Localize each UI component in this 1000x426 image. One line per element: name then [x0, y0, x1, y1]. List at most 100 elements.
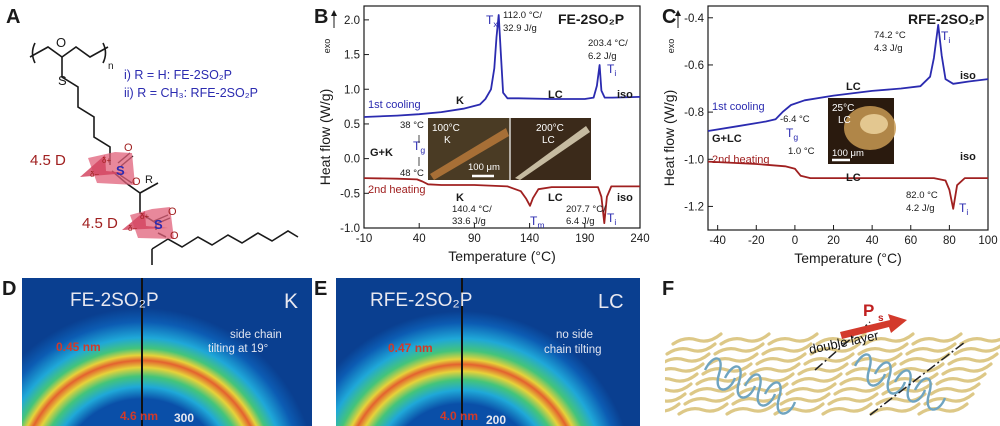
panel-e-d-outer: 0.47 nm [388, 341, 433, 355]
chart-b-ytick-label: -1.0 [340, 223, 360, 235]
side-chain [665, 392, 687, 403]
panel-d-note-1: side chain [230, 329, 282, 341]
chart-b-tm: Tm [530, 214, 545, 230]
side-chain [695, 372, 747, 386]
chart-c-inset-label-2: LC [838, 115, 851, 126]
chart-b-k-top: K [456, 95, 464, 107]
chart-c-ytick-label: -1.2 [684, 201, 704, 213]
panel-letter-b: B [314, 6, 329, 28]
chart-c-xtick-label: 40 [866, 235, 879, 247]
delta-plus-2: δ+ [140, 212, 149, 221]
side-chain [707, 352, 759, 366]
side-chain [665, 352, 711, 364]
chart-b-ytick-label: 1.5 [344, 50, 360, 62]
chart-c-tg-val1: -6.4 °C [780, 114, 810, 125]
panel-d-hkl: 300 [174, 411, 194, 425]
atom-s-thioether: S [58, 73, 67, 88]
panel-letter-c: C [662, 6, 677, 28]
chart-c-xtick-label: 0 [792, 235, 798, 247]
side-chain [959, 337, 1000, 346]
chart-b-ti-top-val2: 6.2 J/g [588, 51, 617, 62]
chart-c-ylabel-exo: exo [666, 39, 676, 54]
panel-e-note-1: no side [556, 329, 593, 341]
side-chain [803, 352, 855, 366]
chart-b-gk: G+K [370, 147, 393, 159]
panel-d-note-2: tilting at 19° [208, 343, 268, 355]
panel-a-structure: O n S S O O R S O O δ+ δ− δ+ δ− 4.5 D 4.… [29, 35, 299, 265]
chart-c-xtick-label: 100 [978, 235, 997, 247]
panel-d-waxs: FE-2SO₂P K side chain tilting at 19° 0.4… [22, 278, 312, 426]
chart-c-title: RFE-2SO₂P [908, 11, 984, 27]
side-chain [665, 372, 699, 383]
side-chain [833, 382, 885, 396]
panel-e-title: RFE-2SO₂P [370, 290, 472, 311]
panel-letter-f: F [662, 278, 675, 300]
chart-b-ytick-label: 0.5 [344, 119, 360, 131]
chart-b-tx-val1: 112.0 °C/ [503, 10, 542, 21]
chart-b-ytick-label: 2.0 [344, 15, 360, 27]
side-chain [935, 372, 987, 386]
chart-b-lc-bot: LC [548, 192, 563, 204]
chart-c: -40 -20 0 20 40 60 80 100 -1.2 -1.0 -0.8 -0.6 -0.4 Te… [661, 5, 998, 266]
chart-b-lc-top: LC [548, 89, 563, 101]
chart-c-ytick-label: -0.4 [684, 13, 704, 25]
chart-b-ti-bot-val2: 6.4 J/g [566, 216, 595, 227]
delta-minus-1: δ− [90, 170, 99, 179]
panel-e-waxs: RFE-2SO₂P LC no side chain tilting 0.47 … [336, 278, 640, 426]
chart-c-inset-highlight [860, 114, 888, 134]
side-chain [767, 332, 819, 346]
chart-b-heating-label: 2nd heating [368, 184, 426, 196]
side-chain [725, 402, 777, 416]
chart-c-xtick-label: -40 [709, 235, 726, 247]
backbone-helix [893, 369, 927, 403]
chart-b-title: FE-2SO₂P [558, 11, 624, 27]
chart-b: -10 40 90 140 190 240 -1.0 -0.5 0.0 0.5 1.0 1.5 2.0 T… [317, 5, 650, 264]
chart-b-ytick-label: -0.5 [340, 188, 360, 200]
side-chain [683, 392, 735, 406]
atom-s-sulfonyl-2: S [154, 217, 163, 232]
chart-b-xtick-label: 190 [575, 233, 594, 245]
chart-b-series-1 [363, 177, 640, 225]
chart-b-ylabel-exo: exo [322, 39, 332, 54]
side-chain [719, 332, 771, 346]
chart-b-ti-bot-val1: 207.7 °C/ [566, 204, 606, 215]
side-chain [773, 402, 825, 416]
chart-c-tg-val2: 1.0 °C [788, 146, 815, 157]
chart-b-xtick-label: 90 [468, 233, 481, 245]
side-chain [755, 352, 807, 366]
backbone-helix [703, 357, 737, 391]
chart-b-tm-val2: 33.6 J/g [452, 216, 486, 227]
side-chain [815, 332, 867, 346]
atom-s-sulfonyl-1: S [116, 163, 125, 178]
repeat-subscript: n [108, 61, 114, 72]
side-chain [863, 332, 915, 346]
side-chain [911, 332, 963, 346]
side-chain [929, 382, 981, 396]
side-chain [941, 362, 993, 376]
chart-b-ti-bot: Ti [607, 211, 616, 227]
chart-b-ti-top-val1: 203.4 °C/ [588, 38, 628, 49]
chart-c-iso-bot: iso [960, 151, 976, 163]
atom-r: R [145, 174, 153, 186]
chart-c-ti-top-val1: 74.2 °C [874, 30, 906, 41]
panel-e-note-2: chain tilting [544, 344, 602, 356]
chart-b-tg-hi: 38 °C [400, 120, 424, 131]
side-chain [845, 362, 897, 376]
side-chain [665, 382, 693, 393]
panel-f-schematic: P s double layer [665, 301, 1000, 416]
side-chain [821, 402, 873, 416]
chart-b-xtick-label: 40 [413, 233, 426, 245]
dipole-label-1: 4.5 D [30, 152, 66, 169]
chart-c-tg: Tg [786, 126, 798, 142]
backbone-helix [873, 361, 907, 395]
chart-c-lc-top: LC [846, 81, 861, 93]
atom-o-1: O [124, 142, 133, 154]
chart-c-ti-top: Ti [941, 29, 950, 45]
chart-c-inset-label-1: 25°C [832, 103, 854, 114]
chart-c-ti-bot: Ti [959, 201, 968, 217]
chart-c-plot-frame [707, 5, 989, 231]
chart-b-iso-bot: iso [617, 192, 633, 204]
chart-b-xtick-label: 140 [520, 233, 539, 245]
chart-b-inset-fibre-1 [430, 128, 509, 180]
side-chain [677, 402, 729, 416]
